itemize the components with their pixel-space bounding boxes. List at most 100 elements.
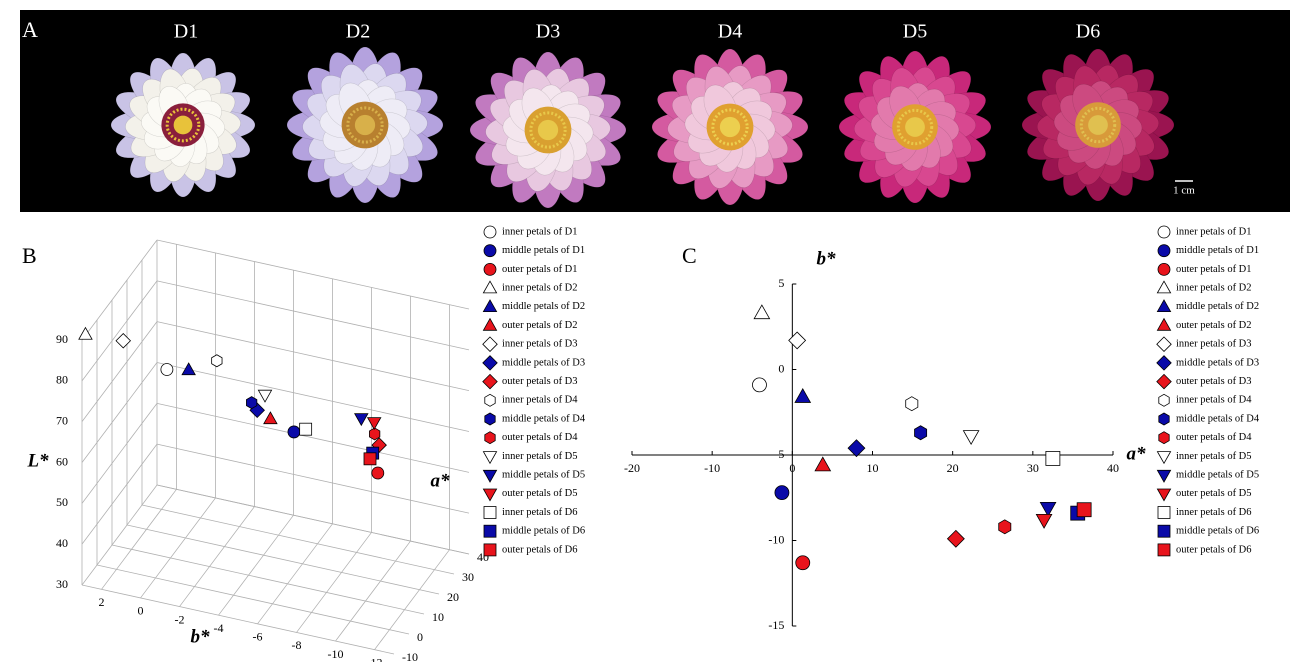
x-tick-label: 40 xyxy=(1107,461,1119,475)
x-tick-label: 10 xyxy=(867,461,879,475)
legend-marker xyxy=(485,394,495,406)
data-point xyxy=(999,520,1011,534)
data-point xyxy=(300,423,312,435)
x-tick-label: 20 xyxy=(947,461,959,475)
x-tick-label: 0 xyxy=(789,461,795,475)
flower-center xyxy=(174,116,193,135)
data-point xyxy=(1077,503,1091,517)
grid-line xyxy=(157,403,469,472)
x-tick-label: -12 xyxy=(367,655,383,662)
x-tick-label: -4 xyxy=(214,621,224,635)
legend-marker xyxy=(483,319,496,331)
y-tick-label: -10 xyxy=(402,650,418,662)
data-point xyxy=(355,414,368,426)
data-point xyxy=(815,457,830,471)
legend-marker xyxy=(1158,544,1170,556)
legend-label: inner petals of D1 xyxy=(502,226,578,237)
grid-line xyxy=(82,240,157,340)
legend-marker xyxy=(1159,394,1169,406)
z-tick-label: 90 xyxy=(56,332,68,346)
flower-center xyxy=(905,117,925,137)
photo-label: D4 xyxy=(718,21,742,43)
legend-label: outer petals of D3 xyxy=(502,376,578,387)
legend-marker xyxy=(483,452,496,464)
flower-center xyxy=(720,117,740,137)
legend-marker xyxy=(1158,263,1170,275)
legend-label: inner petals of D2 xyxy=(502,283,578,294)
photo-label: D1 xyxy=(174,21,198,43)
legend-marker xyxy=(1159,432,1169,444)
data-point xyxy=(212,355,222,367)
legend-label: middle petals of D3 xyxy=(1176,357,1259,368)
legend-marker xyxy=(1157,452,1170,464)
grid-line xyxy=(82,363,157,463)
legend-marker xyxy=(483,356,497,370)
legend-marker xyxy=(483,374,497,388)
legend-marker xyxy=(485,413,495,425)
z-tick-label: 50 xyxy=(56,495,68,509)
data-point xyxy=(906,397,918,411)
legend-marker xyxy=(484,226,496,238)
legend-marker xyxy=(484,507,496,519)
legend-label: outer petals of D4 xyxy=(1176,432,1252,443)
legend-marker xyxy=(1158,226,1170,238)
data-point xyxy=(963,431,978,445)
x-tick-label: 2 xyxy=(99,595,105,609)
grid-line xyxy=(157,363,469,432)
grid-line xyxy=(142,505,454,574)
legend-label: inner petals of D4 xyxy=(502,395,578,406)
legend-label: middle petals of D4 xyxy=(502,413,586,424)
legend-label: middle petals of D3 xyxy=(502,357,585,368)
legend-label: inner petals of D4 xyxy=(1176,395,1252,406)
data-point xyxy=(915,426,927,440)
legend-label: outer petals of D2 xyxy=(502,320,578,331)
panel-label: B xyxy=(22,243,37,268)
grid-line xyxy=(82,281,157,381)
legend-label: middle petals of D1 xyxy=(502,245,585,256)
y-tick-label: 0 xyxy=(417,630,423,644)
x-tick-label: 0 xyxy=(138,604,144,618)
y-tick-label: -5 xyxy=(774,447,784,461)
legend-marker xyxy=(1157,319,1170,331)
y-tick-label: 30 xyxy=(462,570,474,584)
legend-marker xyxy=(1158,507,1170,519)
flower-photo xyxy=(111,53,255,197)
data-point xyxy=(848,440,865,457)
x-tick-label: -10 xyxy=(328,647,344,661)
legend-label: middle petals of D4 xyxy=(1176,413,1260,424)
panel-label: C xyxy=(682,243,697,268)
legend-marker xyxy=(1157,470,1170,482)
legend-label: outer petals of D5 xyxy=(1176,488,1252,499)
data-point xyxy=(947,530,964,547)
data-point xyxy=(789,332,806,349)
legend-label: middle petals of D5 xyxy=(1176,470,1259,481)
legend-marker xyxy=(483,281,496,293)
data-point xyxy=(161,364,173,376)
legend-marker xyxy=(1157,489,1170,501)
grid-line xyxy=(82,403,157,503)
grid-line xyxy=(82,585,394,654)
legend-label: inner petals of D3 xyxy=(502,339,578,350)
data-point xyxy=(258,390,271,402)
y-tick-label: 20 xyxy=(447,590,459,604)
panel-label: A xyxy=(22,17,38,42)
legend-marker xyxy=(484,544,496,556)
data-point xyxy=(1046,451,1060,465)
grid-line xyxy=(97,565,409,634)
z-tick-label: 70 xyxy=(56,413,68,427)
legend-marker xyxy=(1157,374,1171,388)
flower-center xyxy=(538,120,558,140)
legend-marker xyxy=(483,470,496,482)
legend-label: inner petals of D6 xyxy=(502,507,578,518)
grid-line xyxy=(127,525,439,594)
legend-label: inner petals of D1 xyxy=(1176,226,1252,237)
photo-label: D2 xyxy=(346,21,370,43)
legend-label: inner petals of D2 xyxy=(1176,283,1252,294)
grid-line xyxy=(82,322,157,422)
grid-line xyxy=(112,545,424,614)
x-tick-label: -6 xyxy=(253,630,263,644)
legend-label: inner petals of D5 xyxy=(1176,451,1252,462)
legend-label: middle petals of D6 xyxy=(502,526,585,537)
photo-label: D6 xyxy=(1076,21,1100,43)
x-tick-label: -2 xyxy=(175,612,185,626)
